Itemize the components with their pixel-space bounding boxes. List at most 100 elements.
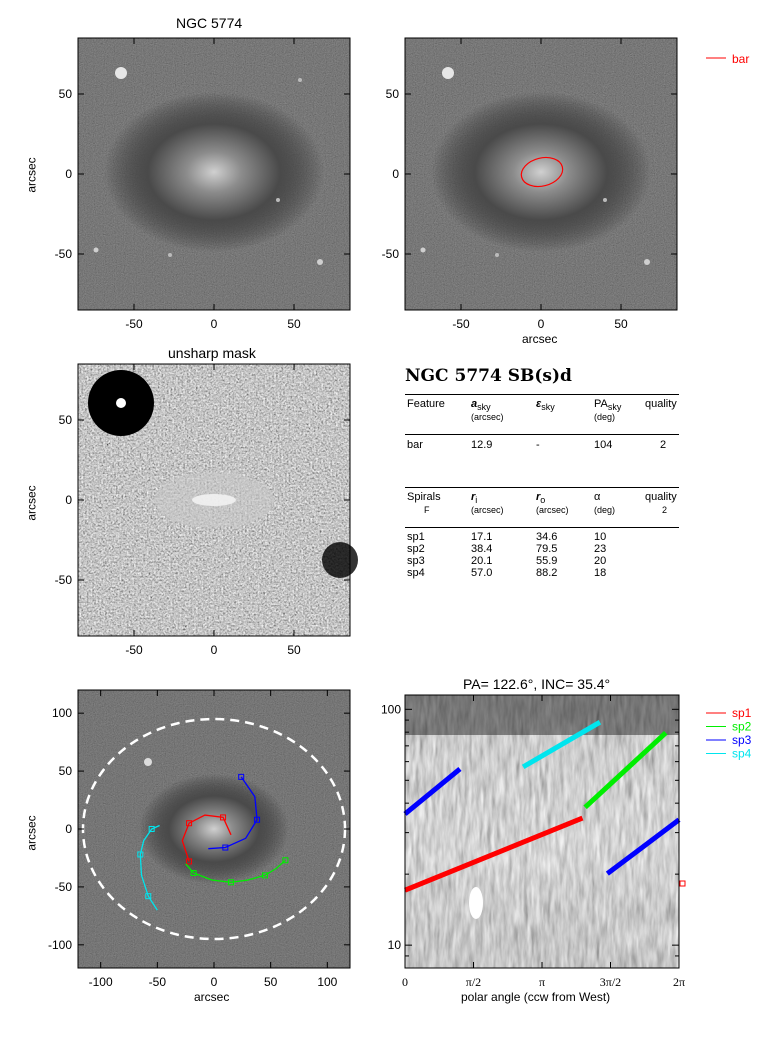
xlabel-polar: polar angle (ccw from West) bbox=[461, 990, 611, 1004]
spiral-marker-sp2 bbox=[262, 872, 268, 879]
x-tick-label: 0 bbox=[402, 975, 408, 989]
x-tick-label: -50 bbox=[452, 317, 470, 331]
spiral-marker-sp3 bbox=[222, 844, 229, 851]
table-title: NGC 5774 SB(s)d bbox=[405, 366, 572, 386]
title-image: NGC 5774 bbox=[176, 15, 243, 31]
x-tick-label: π/2 bbox=[466, 975, 481, 989]
bar-hdr-feature: Feature bbox=[407, 398, 445, 410]
bar-ellipse bbox=[520, 156, 564, 188]
legend-label-sp1: sp1 bbox=[732, 706, 752, 720]
x-tick-label: 0 bbox=[211, 317, 218, 331]
spiral-row-ro: 88.2 bbox=[536, 567, 558, 579]
y-tick-label: 100 bbox=[381, 702, 401, 716]
x-tick-label: 2π bbox=[673, 975, 685, 989]
spiral-row-alpha: 23 bbox=[594, 543, 607, 555]
x-tick-label: 0 bbox=[538, 317, 545, 331]
bar-row-pa: 104 bbox=[594, 439, 613, 451]
sp-hdr-quality-val: 2 bbox=[662, 505, 668, 515]
bar-row-name: bar bbox=[407, 439, 423, 451]
spiral-marker-sp1 bbox=[220, 814, 227, 821]
spiral-row-ro: 34.6 bbox=[536, 531, 558, 543]
x-tick-label: -50 bbox=[125, 317, 143, 331]
x-tick-label: 50 bbox=[614, 317, 628, 331]
title-unsharp: unsharp mask bbox=[168, 345, 256, 361]
legend-label-sp4: sp4 bbox=[732, 747, 752, 761]
panel-image bbox=[77, 37, 351, 311]
x-tick-label: π bbox=[539, 975, 545, 989]
panel-spiral-overlay bbox=[77, 689, 351, 969]
y-tick-label: 0 bbox=[392, 167, 399, 181]
polar-arm-sp4 bbox=[521, 720, 602, 770]
x-tick-label: -100 bbox=[89, 975, 113, 989]
spiral-row-ri: 20.1 bbox=[471, 555, 493, 567]
y-tick-label: 0 bbox=[65, 167, 72, 181]
panel-unsharp bbox=[77, 363, 358, 637]
sp-hdr-ri: ri bbox=[471, 491, 478, 506]
spiral-marker-sp2 bbox=[282, 857, 289, 864]
spiral-row-name: sp1 bbox=[407, 531, 425, 543]
x-tick-label: 0 bbox=[211, 975, 218, 989]
panel-bar-overlay bbox=[404, 37, 678, 311]
legend-bar: bar bbox=[706, 52, 749, 66]
y-tick-label: -100 bbox=[48, 938, 72, 952]
y-tick-label: -50 bbox=[55, 880, 73, 894]
spiral-row-alpha: 18 bbox=[594, 567, 607, 579]
sp-hdr-alpha: α bbox=[594, 491, 601, 503]
sp-hdr-spirals: Spirals bbox=[407, 491, 441, 503]
spiral-arm-sp2 bbox=[185, 859, 286, 883]
xlabel-spirals: arcsec bbox=[194, 990, 230, 1004]
bar-row-a: 12.9 bbox=[471, 439, 493, 451]
x-tick-label: 50 bbox=[287, 643, 301, 657]
y-tick-label: 10 bbox=[388, 938, 402, 952]
bar-hdr-a-unit: (arcsec) bbox=[471, 412, 504, 422]
spiral-row-alpha: 10 bbox=[594, 531, 607, 543]
sp-hdr-alpha-unit: (deg) bbox=[594, 505, 616, 515]
y-tick-label: -50 bbox=[55, 573, 73, 587]
spiral-marker-sp4 bbox=[148, 826, 155, 832]
spiral-row-ro: 55.9 bbox=[536, 555, 558, 567]
legend-bar-label: bar bbox=[732, 52, 749, 66]
marker-square bbox=[679, 880, 686, 887]
sp-hdr-quality: quality bbox=[645, 491, 677, 503]
ylabel-spirals: arcsec bbox=[24, 815, 39, 851]
y-tick-label: 100 bbox=[52, 706, 72, 720]
legend-label-sp3: sp3 bbox=[732, 733, 752, 747]
x-tick-label: 3π/2 bbox=[600, 975, 621, 989]
spiral-marker-sp3 bbox=[238, 773, 245, 780]
sp-hdr-f: F bbox=[424, 505, 430, 515]
y-tick-label: 0 bbox=[65, 822, 72, 836]
polar-arm-sp3a bbox=[403, 766, 462, 816]
ylabel-unsharp: arcsec bbox=[24, 485, 39, 521]
spiral-arm-sp4 bbox=[139, 824, 160, 911]
spiral-row-name: sp3 bbox=[407, 555, 425, 567]
spiral-marker-sp1 bbox=[186, 820, 193, 827]
y-tick-label: 50 bbox=[59, 413, 73, 427]
panel-polar bbox=[403, 694, 686, 969]
spiral-marker-sp3 bbox=[254, 816, 261, 823]
y-tick-label: -50 bbox=[382, 247, 400, 261]
spiral-row-ri: 57.0 bbox=[471, 567, 493, 579]
rule-1 bbox=[405, 394, 679, 395]
legend-label-sp2: sp2 bbox=[732, 720, 752, 734]
x-tick-label: 100 bbox=[317, 975, 337, 989]
spiral-marker-sp1 bbox=[186, 858, 193, 865]
spiral-row-ri: 38.4 bbox=[471, 543, 493, 555]
polar-arm-sp1 bbox=[404, 815, 584, 893]
spiral-row-ri: 17.1 bbox=[471, 531, 493, 543]
bar-hdr-a: asky bbox=[471, 398, 491, 413]
y-tick-label: 0 bbox=[65, 493, 72, 507]
sp-hdr-ro: ro bbox=[536, 491, 546, 506]
spiral-marker-sp2 bbox=[190, 870, 197, 877]
polar-arm-sp2 bbox=[583, 730, 668, 810]
y-tick-label: 50 bbox=[59, 764, 73, 778]
y-tick-label: 50 bbox=[59, 87, 73, 101]
x-tick-label: -50 bbox=[149, 975, 167, 989]
rule-2 bbox=[405, 434, 679, 435]
y-tick-label: 50 bbox=[386, 87, 400, 101]
ylabel-image: arcsec bbox=[24, 157, 39, 193]
x-tick-label: 50 bbox=[287, 317, 301, 331]
spiral-row-ro: 79.5 bbox=[536, 543, 558, 555]
x-tick-label: 0 bbox=[211, 643, 218, 657]
